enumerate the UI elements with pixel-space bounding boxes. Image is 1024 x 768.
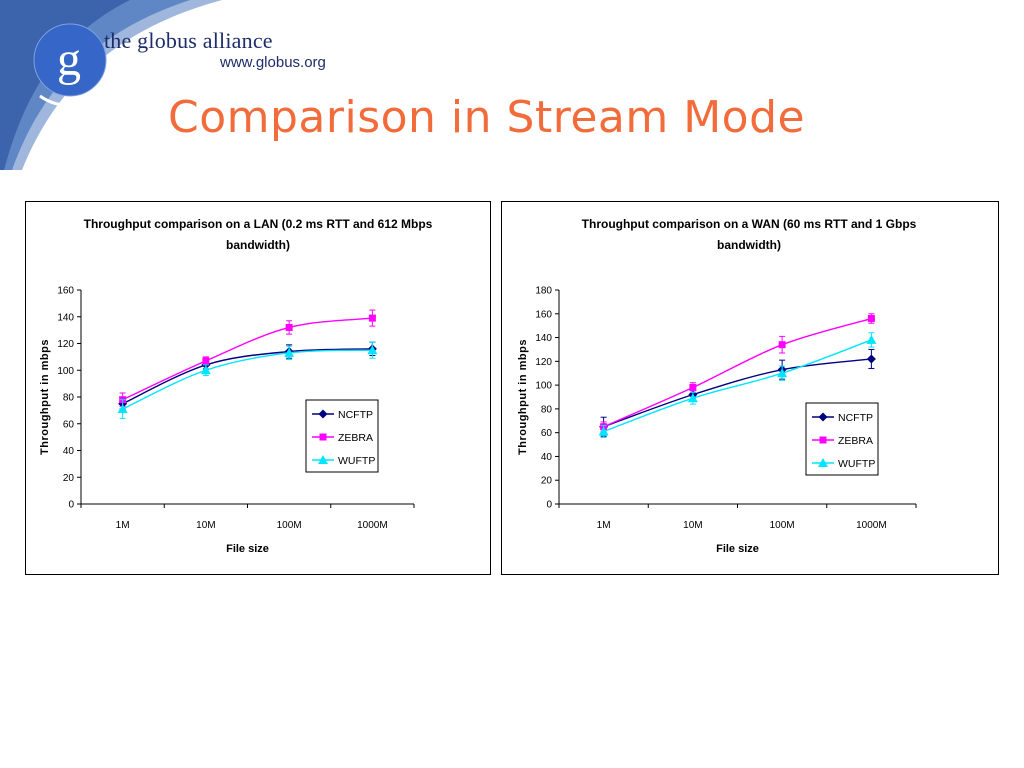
lan-legend-zebra-label: ZEBRA [338, 432, 373, 444]
lan-x-axis-label: File size [226, 543, 269, 555]
lan-y-tick-label: 60 [63, 419, 75, 430]
wan-zebra-line [603, 317, 872, 428]
wan-chart-frame: Throughput comparison on a WAN (60 ms RT… [501, 201, 999, 575]
wan-series-wuftp [598, 332, 877, 438]
lan-y-tick-label: 100 [57, 366, 74, 377]
brand-header: g the globus alliance www.globus.org [0, 0, 360, 170]
wan-y-tick-label: 20 [541, 476, 553, 487]
lan-y-tick-label: 160 [57, 286, 74, 297]
wan-chart-title-line-2: bandwidth) [717, 238, 781, 252]
lan-legend-wuftp-marker [318, 455, 328, 464]
lan-x-tick-label: 10M [196, 520, 215, 531]
lan-zebra-line [122, 317, 373, 401]
wan-y-tick-label: 0 [546, 500, 552, 511]
wan-legend-ncftp-marker [818, 412, 828, 422]
wan-ncftp-line [603, 358, 872, 428]
wan-y-tick-label: 140 [535, 333, 552, 344]
lan-legend-wuftp-label: WUFTP [338, 455, 375, 467]
lan-zebra-point [368, 314, 376, 322]
wan-x-tick-label: 100M [770, 520, 795, 531]
lan-x-tick-label: 1000M [357, 520, 388, 531]
lan-y-tick-label: 40 [63, 446, 75, 457]
wan-zebra-point [867, 315, 875, 323]
wan-x-tick-label: 1M [597, 520, 611, 531]
lan-chart-title-line-1: Throughput comparison on a LAN (0.2 ms R… [84, 217, 433, 231]
wan-y-tick-label: 180 [535, 286, 552, 297]
wan-wuftp-point [777, 368, 788, 378]
wan-legend: NCFTP ZEBRA WUFTP [805, 402, 879, 476]
lan-series-wuftp [117, 341, 378, 419]
wan-y-tick-label: 80 [541, 404, 553, 415]
org-url: www.globus.org [220, 54, 326, 71]
wan-y-tick-label: 60 [541, 428, 553, 439]
wan-legend-wuftp-marker [818, 458, 828, 467]
wan-x-axis-label: File size [716, 543, 759, 555]
lan-x-tick-label: 1M [116, 520, 130, 531]
wan-x-tick-label: 1000M [856, 520, 887, 531]
lan-chart-title-line-2: bandwidth) [226, 238, 290, 252]
wan-wuftp-line [603, 339, 872, 433]
wan-legend-wuftp-label: WUFTP [838, 458, 875, 470]
wan-legend-zebra-marker [819, 436, 827, 444]
lan-y-tick-label: 120 [57, 339, 74, 350]
lan-wuftp-point [367, 345, 378, 355]
logo-letter: g [57, 33, 81, 86]
lan-legend: NCFTP ZEBRA WUFTP [305, 399, 379, 473]
lan-chart-frame: Throughput comparison on a LAN (0.2 ms R… [25, 201, 491, 575]
lan-legend-zebra-marker [319, 433, 327, 441]
lan-y-tick-label: 80 [63, 393, 75, 404]
wan-y-tick-label: 160 [535, 309, 552, 320]
lan-throughput-chart: Throughput comparison on a LAN (0.2 ms R… [39, 217, 433, 555]
lan-wuftp-point [200, 365, 211, 375]
org-name: the globus alliance [104, 28, 273, 53]
wan-legend-ncftp-label: NCFTP [838, 412, 873, 424]
lan-x-tick-label: 100M [277, 520, 302, 531]
wan-zebra-point [689, 383, 697, 391]
wan-chart-title-line-1: Throughput comparison on a WAN (60 ms RT… [582, 217, 917, 231]
lan-y-tick-label: 20 [63, 473, 75, 484]
lan-y-axis-label: Throughput in mbps [39, 339, 51, 455]
wan-y-tick-label: 100 [535, 381, 552, 392]
wan-ncftp-point [866, 354, 876, 364]
wan-wuftp-point [866, 334, 877, 344]
globus-logo-icon: g [33, 23, 107, 97]
wan-y-tick-label: 40 [541, 452, 553, 463]
wan-zebra-point [778, 341, 786, 349]
lan-zebra-point [285, 323, 293, 331]
wan-x-tick-label: 10M [683, 520, 702, 531]
lan-legend-ncftp-label: NCFTP [338, 409, 373, 421]
lan-ncftp-line [122, 348, 373, 405]
wan-y-tick-label: 120 [535, 357, 552, 368]
wan-wuftp-point [598, 426, 609, 436]
lan-y-tick-label: 140 [57, 312, 74, 323]
lan-wuftp-line [122, 349, 373, 410]
lan-zebra-point [202, 357, 210, 365]
wan-y-axis-label: Throughput in mbps [517, 339, 529, 455]
wan-wuftp-point [687, 393, 698, 403]
wan-throughput-chart: Throughput comparison on a WAN (60 ms RT… [517, 217, 917, 555]
lan-y-tick-label: 0 [68, 500, 74, 511]
lan-wuftp-point [284, 347, 295, 357]
wan-legend-zebra-label: ZEBRA [838, 435, 873, 447]
lan-legend-ncftp-marker [318, 409, 328, 419]
lan-series-ncftp [118, 341, 377, 410]
slide-title: Comparison in Stream Mode [168, 92, 806, 143]
lan-wuftp-point [117, 404, 128, 414]
